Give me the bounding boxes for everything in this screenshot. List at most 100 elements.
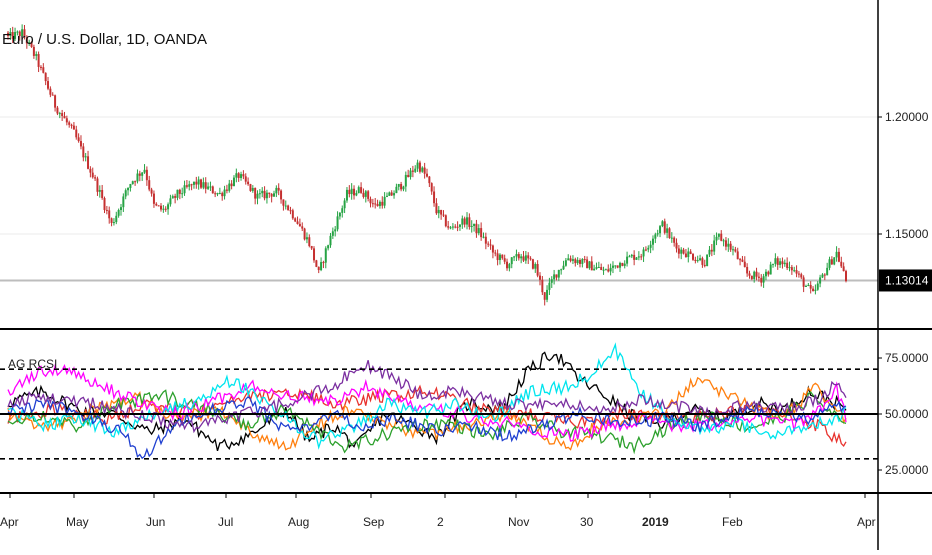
- candle-body: [722, 240, 725, 242]
- candle-body: [388, 192, 391, 196]
- candle-body: [715, 236, 718, 241]
- candle-body: [160, 205, 163, 210]
- candle-body: [25, 37, 28, 44]
- candle-body: [576, 260, 579, 264]
- candle-body: [743, 261, 746, 267]
- candle-body: [254, 187, 257, 199]
- candle-body: [734, 249, 737, 252]
- candle-body: [513, 256, 516, 258]
- last-price-label: 1.13014: [885, 273, 929, 287]
- candle-body: [600, 267, 603, 270]
- candle-body: [360, 187, 363, 193]
- price-tick-label: 1.20000: [885, 110, 929, 124]
- candle-body: [251, 187, 254, 191]
- candle-body: [555, 274, 558, 278]
- candle-body: [663, 221, 666, 233]
- candle-body: [105, 209, 108, 211]
- candle-body: [237, 173, 240, 178]
- axis-labels: 1.20000 1.15000 1.13014 75.0000 50.0000 25.00…: [0, 110, 932, 529]
- candle-body: [411, 170, 414, 172]
- candle-body: [409, 170, 412, 178]
- candle-body: [183, 185, 186, 194]
- candle-body: [739, 259, 742, 261]
- candle-body: [202, 182, 205, 188]
- candle-body: [833, 257, 836, 265]
- candle-body: [108, 210, 111, 219]
- candle-body: [28, 42, 31, 44]
- candle-body: [268, 192, 271, 194]
- candle-body: [112, 222, 115, 224]
- candle-body: [18, 31, 21, 37]
- candle-body: [757, 276, 760, 278]
- candle-body: [232, 177, 235, 187]
- candle-body: [282, 199, 285, 206]
- candle-body: [345, 189, 348, 201]
- candle-body: [538, 275, 541, 280]
- candle-body: [378, 201, 381, 207]
- candle-body: [32, 46, 35, 56]
- candle-body: [607, 269, 610, 272]
- candle-body: [296, 221, 299, 224]
- candle-body: [642, 249, 645, 257]
- candle-body: [842, 266, 845, 272]
- candle-body: [494, 252, 497, 254]
- candle-body: [87, 156, 90, 169]
- candle-body: [35, 54, 38, 56]
- oscillator-tick-label: 25.0000: [885, 463, 929, 477]
- candle-body: [560, 269, 563, 271]
- oscillator-line: [7, 360, 847, 434]
- candle-body: [23, 29, 26, 38]
- candle-body: [54, 95, 57, 108]
- candle-body: [536, 264, 539, 276]
- candle-body: [94, 177, 97, 179]
- candle-body: [750, 275, 753, 279]
- candle-body: [320, 262, 323, 271]
- candle-body: [61, 113, 64, 117]
- candle-body: [117, 210, 120, 216]
- candle-body: [579, 260, 582, 264]
- candle-body: [710, 249, 713, 252]
- candle-body: [275, 187, 278, 194]
- candle-body: [496, 253, 499, 261]
- candle-body: [845, 271, 847, 282]
- candle-body: [51, 94, 54, 96]
- candle-body: [781, 261, 784, 265]
- candle-body: [261, 190, 264, 194]
- candle-body: [350, 188, 353, 195]
- candle-body: [520, 256, 523, 259]
- candle-body: [103, 198, 106, 210]
- candle-body: [522, 256, 525, 261]
- candle-body: [729, 243, 732, 250]
- candle-body: [713, 240, 716, 252]
- candle-body: [649, 244, 652, 248]
- candle-body: [63, 116, 66, 119]
- candle-body: [732, 249, 735, 251]
- candle-body: [776, 258, 779, 265]
- candle-body: [666, 228, 669, 233]
- candle-body: [329, 235, 332, 246]
- candle-body: [303, 228, 306, 240]
- candle-body: [821, 274, 824, 278]
- candle-body: [42, 67, 45, 73]
- candle-body: [225, 189, 228, 191]
- candle-body: [119, 207, 122, 211]
- candle-body: [689, 251, 692, 255]
- candle-body: [828, 259, 831, 268]
- candle-body: [440, 209, 443, 215]
- candle-body: [550, 279, 553, 283]
- candle-body: [611, 265, 614, 268]
- candle-body: [402, 186, 405, 190]
- candle-body: [463, 218, 466, 225]
- candle-body: [77, 137, 80, 142]
- candle-body: [727, 243, 730, 247]
- candle-body: [790, 267, 793, 271]
- candle-body: [9, 32, 12, 36]
- candle-body: [280, 190, 283, 200]
- candle-body: [72, 125, 75, 130]
- candle-body: [430, 183, 433, 192]
- candle-body: [659, 226, 662, 234]
- candle-body: [84, 156, 87, 158]
- candle-body: [717, 233, 720, 237]
- candle-body: [256, 193, 259, 199]
- candle-body: [152, 193, 155, 204]
